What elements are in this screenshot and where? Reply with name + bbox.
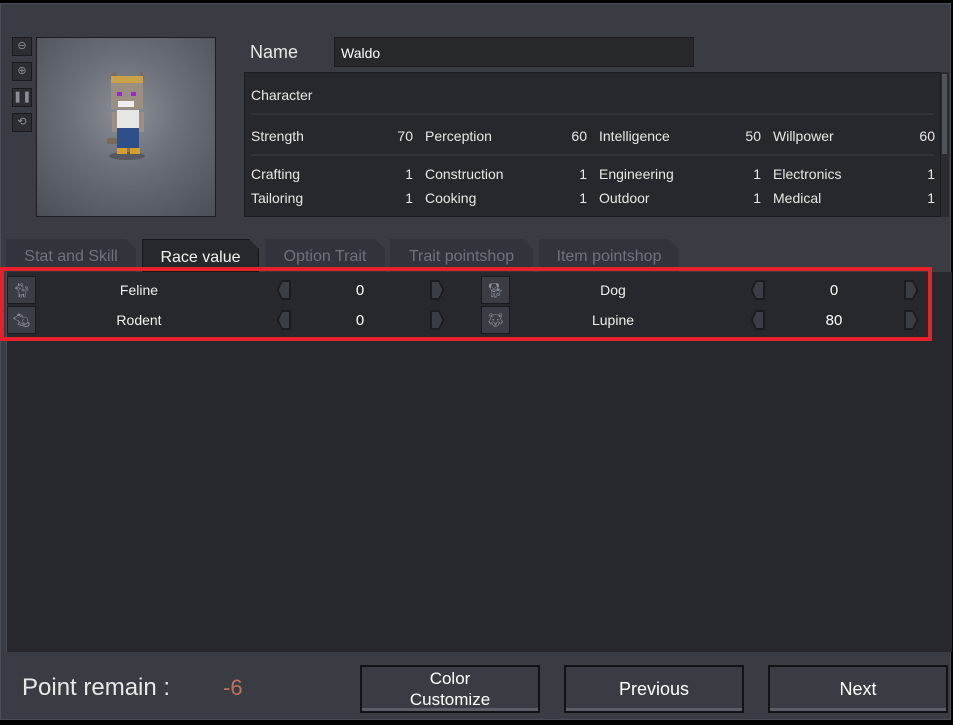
point-remain-label: Point remain :	[22, 674, 171, 701]
rotate-icon[interactable]: ⟲	[12, 113, 32, 132]
previous-button[interactable]: Previous	[564, 665, 744, 713]
stat-strength: Strength 70	[251, 128, 413, 144]
character-portrait	[36, 37, 216, 217]
footprints-icon[interactable]: ❚❚	[12, 88, 32, 107]
color-customize-button[interactable]: Color Customize	[360, 665, 540, 713]
next-button[interactable]: Next	[768, 665, 948, 713]
zoom-out-icon[interactable]: ⊖	[12, 37, 32, 56]
skill-crafting: Crafting 1	[251, 166, 413, 182]
feline-increase-button[interactable]	[430, 280, 444, 300]
race-value-panel: 🐈︎ Feline 0 🐕︎ Dog 0 🐀︎ Rodent 0 🐺︎ Lupi…	[6, 272, 952, 652]
stat-willpower: Willpower 60	[773, 128, 935, 144]
feline-value: 0	[355, 282, 365, 299]
wolf-icon: 🐺︎	[481, 306, 510, 334]
character-creation-window: ⊖ ⊕ ❚❚ ⟲ Name Waldo Character Strength 70…	[0, 3, 952, 720]
skill-engineering: Engineering 1	[599, 166, 761, 182]
race-label-lupine: Lupine	[591, 312, 635, 328]
skill-tailoring: Tailoring 1	[251, 190, 413, 206]
rodent-decrease-button[interactable]	[277, 310, 291, 330]
tab-option-trait[interactable]: Option Trait	[265, 239, 385, 272]
dog-value: 0	[829, 282, 839, 299]
stat-perception: Perception 60	[425, 128, 587, 144]
tab-stat-and-skill[interactable]: Stat and Skill	[6, 239, 136, 272]
feline-decrease-button[interactable]	[277, 280, 291, 300]
character-summary-panel: Character Strength 70 Perception 60 Intell…	[244, 72, 941, 217]
cat-icon: 🐈︎	[7, 276, 36, 304]
dog-decrease-button[interactable]	[751, 280, 765, 300]
race-label-rodent: Rodent	[116, 312, 162, 328]
lupine-value: 80	[825, 312, 843, 329]
highlight-box	[0, 267, 932, 341]
stat-intelligence: Intelligence 50	[599, 128, 761, 144]
skill-electronics: Electronics 1	[773, 166, 935, 182]
lupine-increase-button[interactable]	[904, 310, 918, 330]
color-customize-line2: Customize	[409, 690, 491, 709]
dog-icon: 🐕︎	[481, 276, 510, 304]
skill-cooking: Cooking 1	[425, 190, 587, 206]
character-panel-scrollbar[interactable]	[941, 72, 949, 217]
skill-outdoor: Outdoor 1	[599, 190, 761, 206]
skill-medical: Medical 1	[773, 190, 935, 206]
name-label: Name	[250, 42, 299, 62]
skill-construction: Construction 1	[425, 166, 587, 182]
lupine-decrease-button[interactable]	[751, 310, 765, 330]
rodent-icon: 🐀︎	[7, 306, 36, 334]
tab-item-pointshop[interactable]: Item pointshop	[539, 239, 679, 272]
dog-increase-button[interactable]	[904, 280, 918, 300]
race-label-dog: Dog	[600, 282, 626, 298]
color-customize-line1: Color	[429, 669, 471, 688]
point-remain-value: -6	[223, 675, 243, 700]
tab-race-value[interactable]: Race value	[142, 239, 259, 272]
rodent-value: 0	[355, 312, 365, 329]
character-section-title: Character	[251, 87, 313, 103]
name-input[interactable]: Waldo	[334, 37, 694, 67]
rodent-increase-button[interactable]	[430, 310, 444, 330]
zoom-in-icon[interactable]: ⊕	[12, 62, 32, 81]
character-sprite	[107, 71, 145, 160]
race-label-feline: Feline	[119, 282, 159, 298]
tab-trait-pointshop[interactable]: Trait pointshop	[390, 239, 533, 272]
